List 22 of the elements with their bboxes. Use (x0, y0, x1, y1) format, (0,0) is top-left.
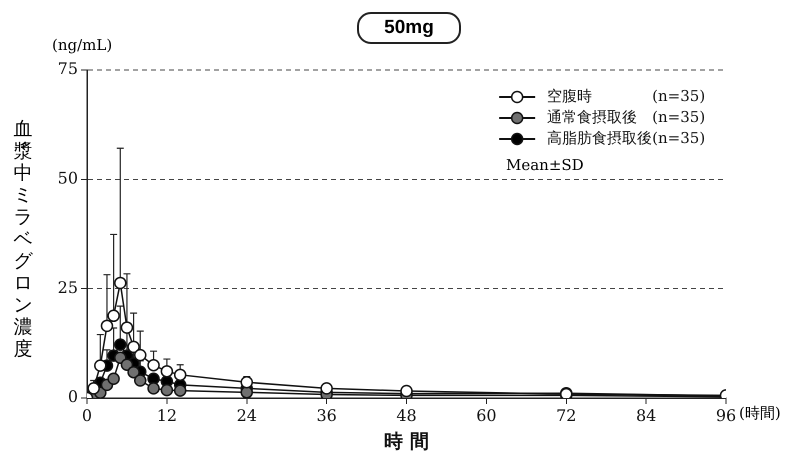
text: 血漿中ミラベグロン濃度 (14, 118, 32, 360)
x-tick-label: 48 (396, 406, 417, 425)
text: (時間) (739, 404, 781, 423)
x-tick-label: 24 (236, 406, 257, 425)
x-tick-label: 96 (716, 406, 736, 425)
legend-label: 高脂肪食摂取後(n=35) (547, 128, 706, 147)
x-tick-label: 60 (476, 406, 497, 425)
x-axis-title: 時 間 (384, 430, 429, 453)
y-tick-label: 50 (58, 168, 78, 188)
x-tick-label: 0 (82, 406, 92, 425)
x-tick-label: 72 (556, 406, 576, 425)
y-tick-label: 75 (58, 59, 78, 78)
legend-label: 通常食摂取後 (n=35) (547, 108, 706, 126)
chart-title: 50mg (357, 12, 461, 44)
x-tick-label: 12 (156, 406, 178, 425)
x-tick-label: 84 (636, 406, 656, 425)
legend-label: 空腹時 (n=35) (547, 86, 706, 105)
annotation: Mean±SD (506, 156, 584, 174)
y-tick-label: 25 (58, 278, 78, 297)
y-tick-label: 0 (68, 387, 78, 406)
text: (ng/mL) (52, 36, 112, 54)
x-tick-label: 36 (316, 406, 337, 425)
